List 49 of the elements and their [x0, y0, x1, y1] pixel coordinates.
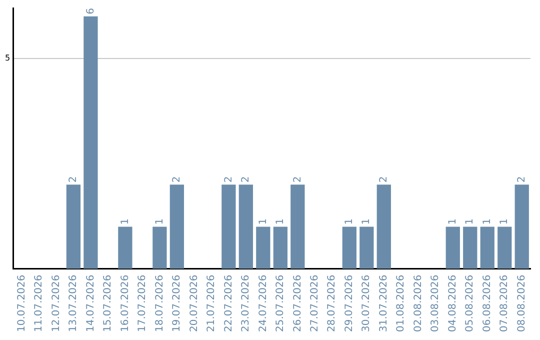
- x-tick-label: 14.07.2026: [85, 274, 96, 332]
- data-label: 1: [447, 218, 458, 225]
- x-tick-label: 23.07.2026: [240, 274, 252, 332]
- data-label: 2: [68, 176, 80, 183]
- x-tick-label: 16.07.2026: [120, 274, 131, 332]
- x-tick-label: 10.07.2026: [16, 274, 28, 332]
- x-tick-label: 30.07.2026: [361, 274, 372, 332]
- x-tick-label: 12.07.2026: [50, 274, 62, 332]
- data-label: 1: [344, 218, 355, 225]
- data-label: 2: [292, 176, 304, 183]
- data-label: 1: [154, 218, 166, 225]
- x-tick-label: 28.07.2026: [326, 274, 338, 332]
- data-label: 2: [223, 176, 234, 183]
- x-tick-label: 17.07.2026: [137, 274, 148, 332]
- x-tick-label: 08.08.2026: [516, 274, 528, 332]
- x-tick-label: 19.07.2026: [172, 274, 183, 332]
- x-tick-label: 22.07.2026: [223, 274, 234, 332]
- x-tick-label: 31.07.2026: [378, 274, 390, 332]
- data-label: 1: [361, 218, 372, 225]
- x-tick-label: 18.07.2026: [154, 274, 166, 332]
- data-label: 1: [482, 218, 493, 225]
- data-label: 1: [499, 218, 510, 225]
- data-label: 1: [120, 218, 131, 225]
- x-tick-label: 01.08.2026: [396, 274, 407, 332]
- x-tick-label: 02.08.2026: [412, 274, 424, 332]
- data-label: 2: [240, 176, 252, 183]
- x-tick-label: 05.08.2026: [464, 274, 476, 332]
- data-label: 6: [85, 8, 96, 14]
- x-tick-label: 03.08.2026: [430, 274, 442, 332]
- x-tick-label: 21.07.2026: [206, 274, 218, 332]
- x-tick-label: 24.07.2026: [258, 274, 269, 332]
- x-tick-label: 07.08.2026: [499, 274, 510, 332]
- data-label: 2: [378, 176, 390, 183]
- data-label: 2: [172, 176, 183, 183]
- x-tick-label: 26.07.2026: [292, 274, 304, 332]
- data-label: 1: [275, 218, 286, 225]
- x-tick-label: 20.07.2026: [188, 274, 200, 332]
- y-tick-label: 5: [4, 54, 10, 63]
- data-label: 1: [258, 218, 269, 225]
- data-label: 1: [464, 218, 476, 225]
- x-tick-label: 29.07.2026: [344, 274, 355, 332]
- x-tick-label: 15.07.2026: [102, 274, 114, 332]
- x-tick-label: 13.07.2026: [68, 274, 80, 332]
- x-tick-label: 04.08.2026: [447, 274, 458, 332]
- x-tick-label: 11.07.2026: [34, 274, 45, 332]
- x-tick-label: 06.08.2026: [482, 274, 493, 332]
- x-tick-label: 27.07.2026: [310, 274, 320, 332]
- x-tick-label: 25.07.2026: [275, 274, 286, 332]
- data-label: 2: [516, 176, 528, 183]
